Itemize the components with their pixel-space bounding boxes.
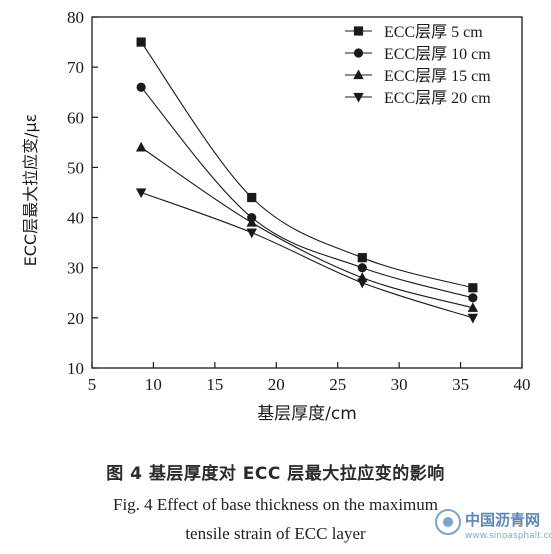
data-point-series-4 <box>135 188 147 199</box>
y-tick-label: 30 <box>67 259 84 278</box>
data-point-series-1 <box>357 253 367 263</box>
data-point-series-3 <box>135 141 147 152</box>
legend-marker-2 <box>353 48 364 58</box>
data-point-series-3 <box>467 302 479 312</box>
data-point-series-3 <box>246 216 257 227</box>
y-tick-label: 40 <box>67 209 84 228</box>
x-axis-label: 基层厚度/cm <box>257 404 357 424</box>
x-tick-label: 35 <box>452 375 469 394</box>
data-point-series-1 <box>247 192 257 203</box>
plot-frame <box>91 16 523 369</box>
y-tick-label: 50 <box>67 158 84 177</box>
watermark-text: 中国沥青网 <box>465 511 541 529</box>
y-tick-label: 80 <box>67 8 84 27</box>
watermark: 中国沥青网 www.sinoasphalt.com <box>435 505 551 549</box>
legend-marker-3 <box>353 69 364 80</box>
data-point-series-4 <box>246 228 257 239</box>
series-markers <box>135 37 479 324</box>
series-line-2 <box>140 86 474 299</box>
data-point-series-4 <box>357 278 368 289</box>
legend-marker-1 <box>353 26 364 36</box>
x-tick-label: 40 <box>514 375 531 394</box>
data-point-series-2 <box>136 82 146 92</box>
series-line-4 <box>140 191 474 319</box>
y-tick-label: 60 <box>67 108 84 127</box>
x-tick-label: 25 <box>329 375 346 394</box>
figure-caption-english-line2: tensile strain of ECC layer <box>185 524 366 543</box>
x-tick-label: 15 <box>206 375 223 394</box>
watermark-url: www.sinoasphalt.com <box>465 531 551 541</box>
data-point-series-2 <box>357 263 367 273</box>
x-tick-label: 30 <box>391 375 408 394</box>
data-point-series-1 <box>468 283 478 293</box>
legend-label-3: ECC层厚 15 cm <box>384 68 491 85</box>
y-axis-label: ECC层最大拉应变/με <box>21 114 40 267</box>
figure-caption-chinese: 图 4 基层厚度对 ECC 层最大拉应变的影响 <box>106 464 445 484</box>
legend-marker-4 <box>353 92 364 103</box>
legend-label-4: ECC层厚 20 cm <box>384 90 491 107</box>
x-tick-label: 20 <box>268 375 285 394</box>
data-point-series-4 <box>467 313 479 324</box>
watermark-logo-icon <box>435 509 461 535</box>
legend: ECC层厚 5 cm ECC层厚 10 cm ECC层厚 15 cm ECC层厚 20… <box>345 24 491 107</box>
x-tick-label: 5 <box>88 375 97 394</box>
series-lines <box>140 41 474 319</box>
legend-label-2: ECC层厚 10 cm <box>384 46 491 63</box>
y-tick-label: 10 <box>67 359 84 378</box>
series-line-1 <box>140 41 474 289</box>
figure-caption-english-line1: Fig. 4 Effect of base thickness on the m… <box>113 495 438 514</box>
y-tick-label: 20 <box>67 309 84 328</box>
x-tick-label: 10 <box>145 375 162 394</box>
data-point-series-1 <box>136 37 146 47</box>
legend-label-1: ECC层厚 5 cm <box>384 24 483 41</box>
y-tick-label: 70 <box>67 58 84 77</box>
data-point-series-2 <box>468 293 478 303</box>
series-line-3 <box>140 146 474 309</box>
